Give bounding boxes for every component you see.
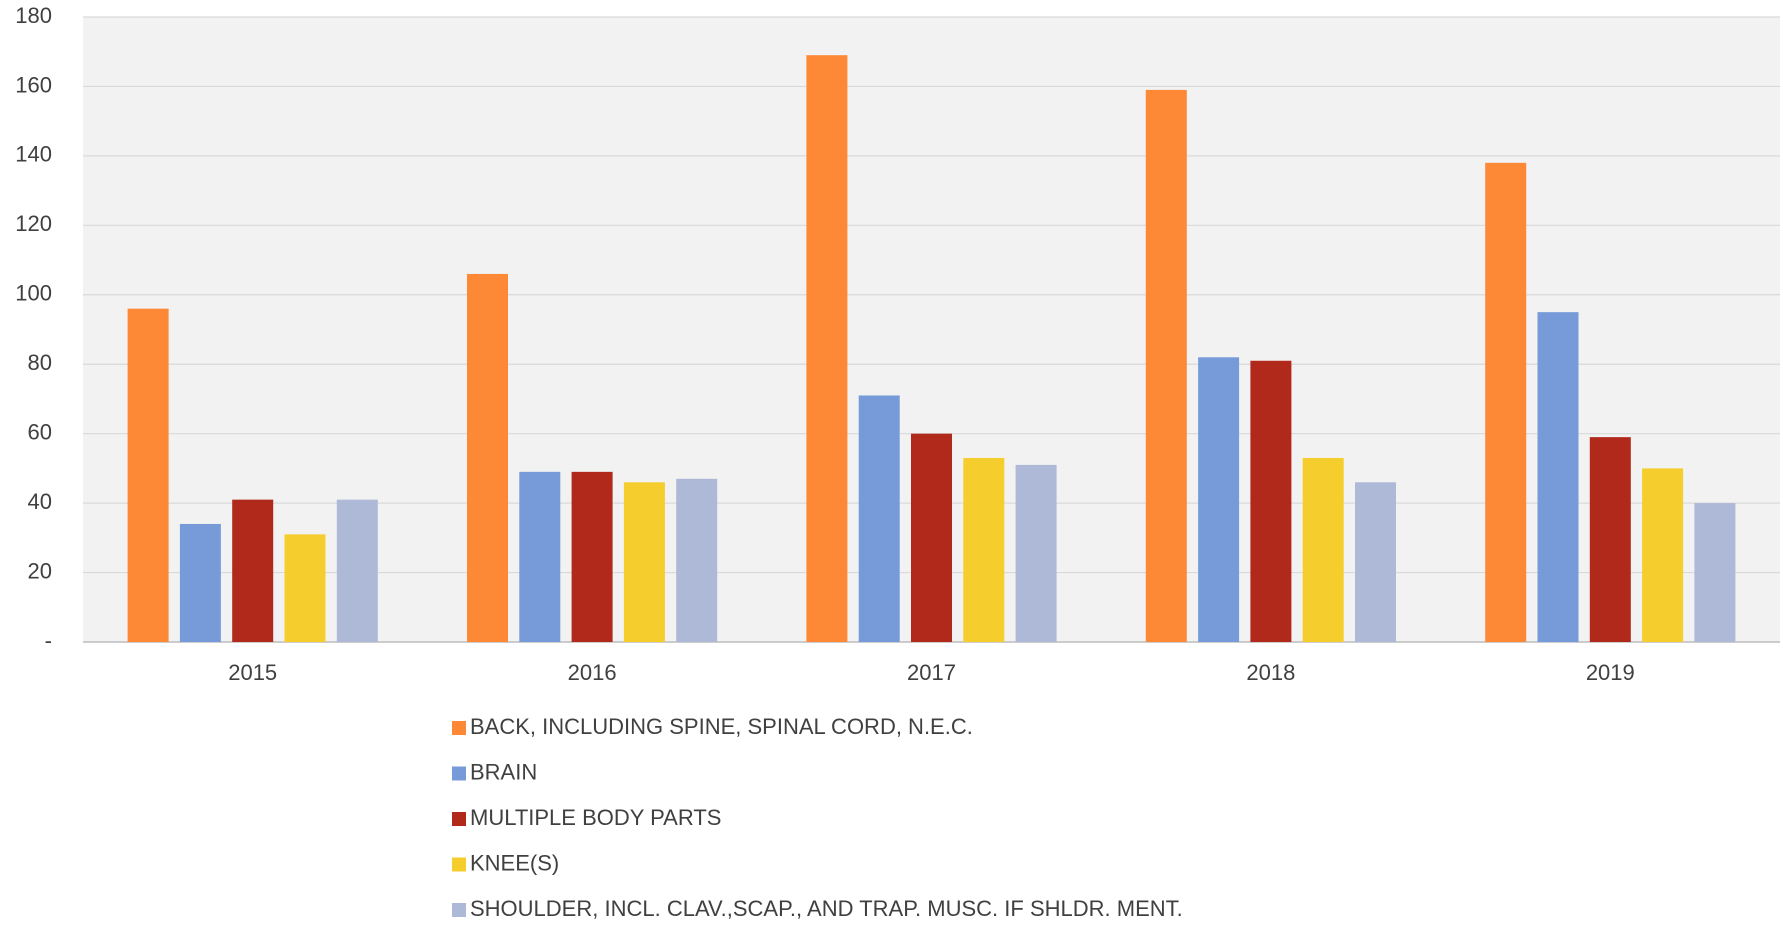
- legend-label: MULTIPLE BODY PARTS: [470, 805, 721, 830]
- bar: [179, 523, 221, 642]
- legend-swatch: [452, 857, 466, 872]
- x-tick-label: 2015: [228, 660, 277, 685]
- y-tick-label: -: [45, 628, 52, 653]
- bar: [676, 478, 718, 642]
- legend-label: SHOULDER, INCL. CLAV.,SCAP., AND TRAP. M…: [470, 896, 1183, 921]
- bar: [1355, 482, 1396, 642]
- bar: [519, 471, 561, 642]
- bar: [1537, 312, 1579, 642]
- bar: [911, 433, 952, 642]
- y-tick-label: 60: [28, 419, 52, 444]
- bar: [1302, 457, 1344, 642]
- bar: [1250, 360, 1292, 642]
- y-tick-label: 40: [28, 489, 52, 514]
- y-tick-label: 160: [15, 72, 52, 97]
- legend-label: KNEE(S): [470, 850, 559, 875]
- bar: [1642, 468, 1684, 642]
- bar: [336, 499, 378, 642]
- bar: [806, 55, 848, 642]
- bar: [127, 308, 169, 642]
- legend-swatch: [452, 766, 466, 781]
- x-tick-label: 2019: [1586, 660, 1635, 685]
- bar: [1485, 162, 1527, 643]
- x-tick-label: 2017: [907, 660, 956, 685]
- bar: [1015, 464, 1057, 642]
- bar: [232, 499, 274, 642]
- y-tick-label: 120: [15, 211, 52, 236]
- x-tick-label: 2016: [568, 660, 617, 685]
- y-tick-label: 180: [15, 3, 52, 28]
- bar: [1694, 503, 1736, 642]
- bar: [571, 471, 613, 642]
- legend-label: BACK, INCLUDING SPINE, SPINAL CORD, N.E.…: [470, 714, 973, 739]
- bar: [1198, 357, 1240, 642]
- y-tick-label: 140: [15, 142, 52, 167]
- y-tick-label: 80: [28, 350, 52, 375]
- y-tick-label: 20: [28, 558, 52, 583]
- legend-swatch: [452, 721, 466, 735]
- bar: [858, 395, 900, 642]
- legend-swatch: [452, 812, 466, 826]
- x-tick-label: 2018: [1246, 660, 1295, 685]
- bar: [963, 457, 1005, 642]
- bar: [623, 482, 665, 642]
- bar: [467, 273, 508, 642]
- bar: [284, 534, 326, 642]
- bar: [1145, 89, 1187, 642]
- legend-swatch: [452, 903, 466, 917]
- y-tick-label: 100: [15, 281, 52, 306]
- legend-label: BRAIN: [470, 759, 537, 784]
- bar: [1589, 437, 1631, 642]
